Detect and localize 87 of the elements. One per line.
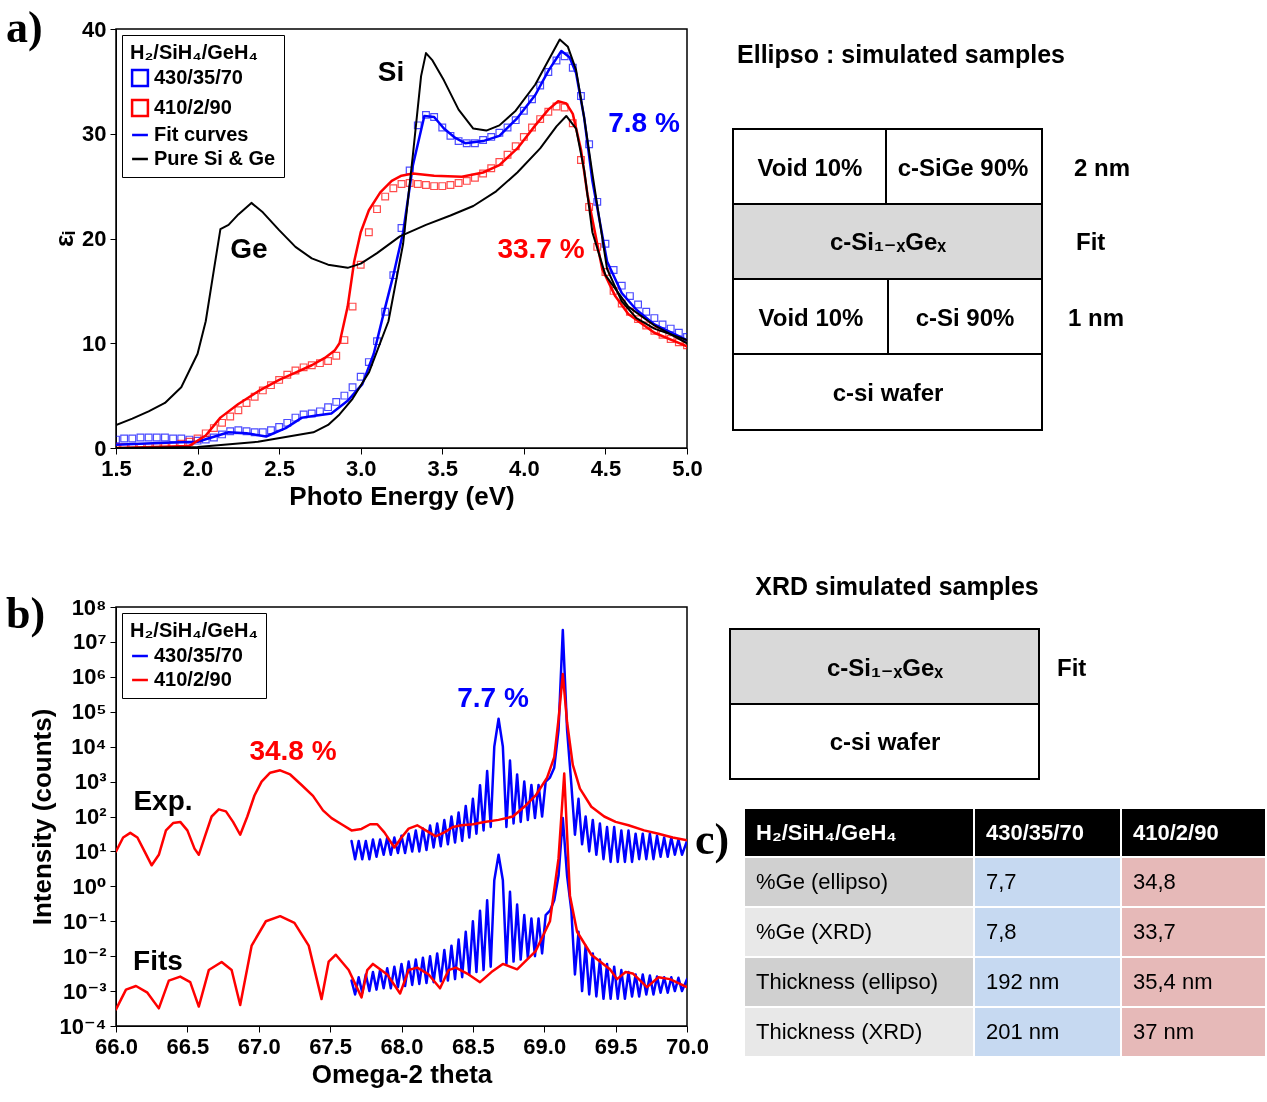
- x-tick-label: 67.0: [237, 1033, 281, 1059]
- x-tick-label: 2.0: [182, 455, 214, 481]
- y-tick-label: 30: [82, 121, 107, 147]
- text: Thickness (XRD): [756, 1019, 923, 1044]
- x-tick-label: 4.5: [590, 455, 622, 481]
- legend-label: 430/35/70: [154, 66, 243, 88]
- text: Void 10%: [758, 304, 864, 331]
- legend-label: Pure Si & Ge: [154, 147, 276, 169]
- text: c-si wafer: [829, 728, 941, 755]
- x-tick-label: 2.5: [264, 455, 295, 481]
- y-tick-label: 10⁻¹: [63, 908, 107, 934]
- y-tick-label: 10⁻³: [63, 978, 107, 1004]
- y-tick-label: 20: [82, 226, 107, 251]
- line-series: [350, 816, 687, 1001]
- annotation: Fits: [133, 945, 183, 976]
- x-tick-label: 5.0: [672, 455, 703, 481]
- y-tick-label: 10⁴: [71, 734, 107, 760]
- y-tick-label: 10⁻²: [63, 943, 107, 969]
- line-series: [116, 672, 687, 867]
- y-tick-label: 10⁶: [71, 664, 107, 690]
- x-tick-label: 66.5: [166, 1033, 210, 1059]
- x-tick-label: 69.5: [594, 1033, 638, 1059]
- x-tick-label: 69.0: [523, 1033, 567, 1059]
- annotation: 7.7 %: [457, 682, 529, 713]
- x-tick-label: 70.0: [666, 1033, 709, 1059]
- x-tick-label: 67.5: [309, 1033, 353, 1059]
- x-tick-label: 3.0: [345, 455, 377, 481]
- y-tick-label: 10¹: [74, 838, 107, 864]
- text: 192 nm: [986, 969, 1060, 994]
- legend-label: 410/2/90: [154, 668, 232, 690]
- text: XRD simulated samples: [755, 571, 1039, 600]
- line-series: [350, 628, 687, 864]
- y-tick-label: 10: [82, 330, 107, 356]
- y-axis-title: Intensity (counts): [26, 708, 57, 926]
- text: Fit: [1076, 228, 1106, 255]
- text: Void 10%: [757, 154, 863, 181]
- text: %Ge (XRD): [756, 919, 873, 944]
- annotation: Si: [377, 56, 405, 87]
- y-tick-label: 10³: [74, 769, 107, 795]
- text: Fit: [1057, 654, 1087, 681]
- text: c-Si₁₋ₓGeₓ: [829, 228, 947, 255]
- legend-label: 430/35/70: [154, 644, 243, 666]
- text: 410/2/90: [1133, 819, 1219, 845]
- y-tick-label: 10⁰: [72, 873, 107, 899]
- text: 201 nm: [986, 1019, 1060, 1044]
- text: Thickness (ellipso): [756, 969, 939, 994]
- annotation: Ge: [230, 233, 268, 264]
- text: %Ge (ellipso): [756, 869, 889, 894]
- y-tick-label: 10⁸: [71, 594, 107, 620]
- text: c-SiGe 90%: [897, 154, 1029, 181]
- y-axis-title: εᵢ: [49, 230, 80, 248]
- legend-label: Fit curves: [154, 123, 249, 145]
- text: Ellipso : simulated samples: [737, 39, 1065, 68]
- line-series: [116, 772, 687, 1011]
- text: a): [6, 3, 43, 52]
- text: 1 nm: [1068, 304, 1125, 331]
- text: 35,4 nm: [1133, 969, 1213, 994]
- text: c-si wafer: [832, 379, 944, 406]
- legend-title: H₂/SiH₄/GeH₄: [130, 619, 258, 641]
- text: 7,8: [986, 919, 1017, 944]
- legend-title: H₂/SiH₄/GeH₄: [130, 41, 258, 63]
- y-tick-label: 10²: [74, 804, 107, 829]
- annotation: 7.8 %: [608, 107, 680, 138]
- legend-label: 410/2/90: [154, 96, 232, 118]
- x-tick-label: 3.5: [427, 455, 459, 481]
- annotation: 33.7 %: [497, 233, 585, 264]
- text: 37 nm: [1133, 1019, 1195, 1044]
- text: H₂/SiH₄/GeH₄: [756, 819, 897, 845]
- y-tick-label: 10⁵: [71, 699, 107, 725]
- annotation: Exp.: [133, 785, 193, 816]
- y-tick-label: 40: [82, 16, 107, 42]
- text: c-Si₁₋ₓGeₓ: [826, 654, 944, 681]
- y-tick-label: 10⁷: [72, 629, 107, 655]
- x-axis-title: Photo Energy (eV): [289, 480, 515, 511]
- text: 33,7: [1133, 919, 1176, 944]
- text: b): [6, 589, 46, 638]
- x-tick-label: 68.0: [380, 1033, 424, 1059]
- text: c): [694, 815, 730, 864]
- text: 2 nm: [1074, 154, 1131, 181]
- annotation: 34.8 %: [249, 735, 337, 766]
- text: 7,7: [986, 869, 1017, 894]
- text: 430/35/70: [986, 819, 1084, 845]
- x-axis-title: Omega-2 theta: [311, 1058, 493, 1089]
- text: 34,8: [1133, 869, 1176, 894]
- x-tick-label: 4.0: [509, 455, 540, 481]
- text: c-Si 90%: [915, 304, 1015, 331]
- x-tick-label: 68.5: [451, 1033, 495, 1059]
